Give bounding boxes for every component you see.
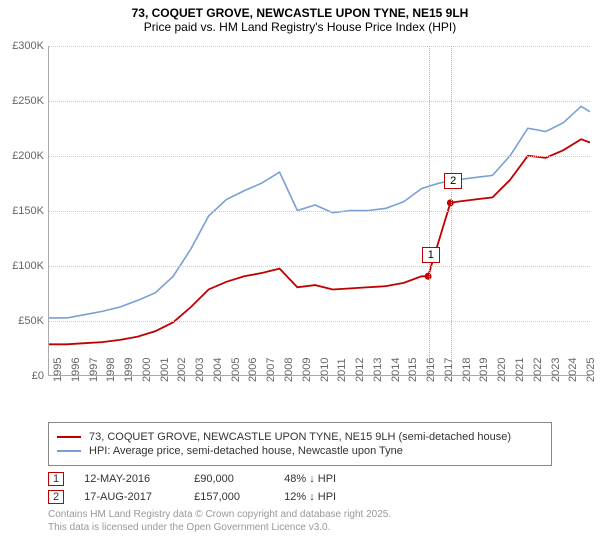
x-tick-label: 2020	[496, 358, 508, 382]
x-tick-label: 2008	[283, 358, 295, 382]
x-tick-label: 1997	[88, 358, 100, 382]
x-tick-label: 2011	[336, 358, 348, 382]
callout-line	[451, 46, 452, 375]
x-tick-label: 2013	[372, 358, 384, 382]
x-tick-label: 2005	[230, 358, 242, 382]
legend-swatch	[57, 436, 81, 438]
chart-area: 12 £0£50K£100K£150K£200K£250K£300K199519…	[0, 36, 600, 416]
legend: 73, COQUET GROVE, NEWCASTLE UPON TYNE, N…	[48, 422, 552, 466]
sale-marker: 2	[48, 490, 64, 504]
gridline-h	[49, 266, 590, 267]
y-tick-label: £200K	[0, 150, 44, 162]
sale-price: £90,000	[194, 473, 264, 485]
x-tick-label: 1995	[52, 358, 64, 382]
gridline-h	[49, 211, 590, 212]
title-block: 73, COQUET GROVE, NEWCASTLE UPON TYNE, N…	[0, 0, 600, 36]
x-tick-label: 2017	[443, 358, 455, 382]
gridline-h	[49, 46, 590, 47]
x-tick-label: 1998	[105, 358, 117, 382]
callout-line	[429, 46, 430, 375]
legend-swatch	[57, 450, 81, 452]
x-tick-label: 2014	[390, 358, 402, 382]
x-tick-label: 2023	[550, 358, 562, 382]
x-tick-label: 2024	[567, 358, 579, 382]
x-tick-label: 1999	[123, 358, 135, 382]
sale-date: 12-MAY-2016	[84, 473, 174, 485]
x-tick-label: 2003	[194, 358, 206, 382]
x-tick-label: 2018	[461, 358, 473, 382]
sale-delta: 12% ↓ HPI	[284, 491, 374, 503]
x-tick-label: 2021	[514, 358, 526, 382]
y-tick-label: £50K	[0, 315, 44, 327]
sale-row: 2 17-AUG-2017 £157,000 12% ↓ HPI	[48, 490, 552, 504]
gridline-h	[49, 156, 590, 157]
legend-item: 73, COQUET GROVE, NEWCASTLE UPON TYNE, N…	[57, 431, 543, 443]
y-tick-label: £150K	[0, 205, 44, 217]
x-tick-label: 2025	[585, 358, 597, 382]
x-tick-label: 2000	[141, 358, 153, 382]
sale-delta: 48% ↓ HPI	[284, 473, 374, 485]
title-subtitle: Price paid vs. HM Land Registry's House …	[10, 20, 590, 34]
y-tick-label: £0	[0, 370, 44, 382]
y-tick-label: £300K	[0, 40, 44, 52]
x-tick-label: 2002	[176, 358, 188, 382]
sale-price: £157,000	[194, 491, 264, 503]
copyright-line1: Contains HM Land Registry data © Crown c…	[48, 508, 552, 521]
chart-container: 73, COQUET GROVE, NEWCASTLE UPON TYNE, N…	[0, 0, 600, 560]
x-tick-label: 2001	[159, 358, 171, 382]
x-tick-label: 1996	[70, 358, 82, 382]
y-tick-label: £250K	[0, 95, 44, 107]
plot-area: 12	[48, 46, 590, 376]
x-tick-label: 2015	[407, 358, 419, 382]
callout-marker: 2	[444, 173, 462, 189]
legend-item: HPI: Average price, semi-detached house,…	[57, 445, 543, 457]
callout-marker: 1	[422, 247, 440, 263]
x-tick-label: 2004	[212, 358, 224, 382]
x-tick-label: 2012	[354, 358, 366, 382]
gridline-h	[49, 321, 590, 322]
legend-label: 73, COQUET GROVE, NEWCASTLE UPON TYNE, N…	[89, 431, 511, 443]
sale-marker: 1	[48, 472, 64, 486]
x-tick-label: 2009	[301, 358, 313, 382]
copyright-line2: This data is licensed under the Open Gov…	[48, 521, 552, 534]
sale-row: 1 12-MAY-2016 £90,000 48% ↓ HPI	[48, 472, 552, 486]
x-tick-label: 2010	[319, 358, 331, 382]
series-line	[49, 139, 590, 344]
x-tick-label: 2022	[532, 358, 544, 382]
x-tick-label: 2006	[247, 358, 259, 382]
title-address: 73, COQUET GROVE, NEWCASTLE UPON TYNE, N…	[10, 6, 590, 20]
sale-date: 17-AUG-2017	[84, 491, 174, 503]
legend-label: HPI: Average price, semi-detached house,…	[89, 445, 403, 457]
x-tick-label: 2007	[265, 358, 277, 382]
x-tick-label: 2016	[425, 358, 437, 382]
copyright: Contains HM Land Registry data © Crown c…	[48, 508, 552, 534]
y-tick-label: £100K	[0, 260, 44, 272]
gridline-h	[49, 101, 590, 102]
x-tick-label: 2019	[478, 358, 490, 382]
sales-table: 1 12-MAY-2016 £90,000 48% ↓ HPI 2 17-AUG-2017…	[48, 472, 552, 504]
